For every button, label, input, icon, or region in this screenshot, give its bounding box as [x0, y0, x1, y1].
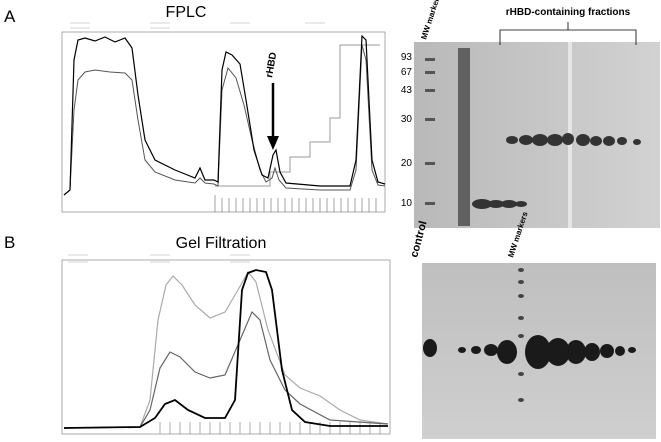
protein-bands	[472, 133, 641, 209]
plot-frame	[61, 259, 391, 435]
arrow-head	[267, 136, 279, 150]
chromatogram-b	[61, 254, 391, 435]
protein-bands	[423, 335, 636, 369]
uv-trace	[63, 44, 386, 196]
marker-label: 20	[401, 158, 413, 169]
gel-a: 93 67 43 30 20 10 MW markers rHBD-contai…	[401, 0, 660, 228]
fraction-ticks	[214, 195, 377, 212]
absorbance-trace	[63, 34, 386, 196]
gradient-trace	[215, 44, 380, 187]
marker-bands	[425, 58, 435, 205]
panel-title: FPLC	[166, 4, 207, 21]
panel-title: Gel Filtration	[176, 235, 267, 252]
marker-label: 43	[401, 85, 413, 96]
chromatogram-a: rHBD	[61, 22, 386, 213]
fractions-bracket	[499, 22, 637, 45]
trace-dark	[63, 269, 388, 429]
gel-b: control MW markers	[408, 210, 656, 439]
marker-label: 10	[401, 198, 413, 209]
marker-bands	[518, 268, 524, 402]
marker-label: 93	[401, 52, 413, 63]
legend-lines	[68, 254, 250, 263]
fractions-label: rHBD-containing fractions	[506, 7, 631, 18]
control-label: control	[408, 220, 429, 259]
mw-label: MW markers	[419, 0, 442, 41]
marker-label: 67	[401, 67, 413, 78]
panel-label: A	[4, 7, 16, 26]
plot-frame	[61, 31, 386, 213]
marker-label: 30	[401, 114, 413, 125]
peak-label: rHBD	[264, 51, 279, 78]
panel-label: B	[4, 233, 15, 252]
load-lane	[458, 48, 470, 226]
trace-light	[63, 270, 389, 429]
trace-medium	[63, 310, 389, 429]
fraction-ticks	[159, 422, 381, 434]
legend-lines	[70, 22, 325, 29]
